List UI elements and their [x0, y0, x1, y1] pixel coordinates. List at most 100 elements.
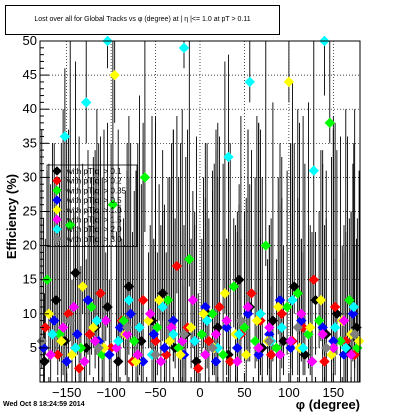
- data-point: [201, 315, 213, 326]
- legend-entry: with pT|q| > 0.35: [66, 186, 127, 195]
- data-point: [178, 42, 190, 54]
- data-point: [273, 301, 284, 313]
- data-point: [155, 356, 167, 367]
- y-tick-label: 10: [23, 306, 37, 321]
- data-point: [102, 301, 113, 313]
- data-point: [95, 288, 106, 299]
- data-point: [253, 342, 264, 354]
- x-tick-label: 100: [278, 385, 300, 400]
- data-point: [189, 335, 200, 347]
- data-point: [196, 329, 207, 340]
- data-point: [249, 335, 261, 347]
- y-tick-label: 15: [23, 272, 37, 287]
- data-point: [281, 301, 293, 313]
- data-point: [219, 288, 231, 299]
- data-point: [324, 117, 335, 129]
- data-point: [113, 335, 124, 347]
- data-point: [210, 356, 222, 367]
- x-tick-label: −150: [52, 385, 81, 400]
- data-point: [276, 322, 287, 333]
- legend-marker: [52, 214, 62, 225]
- data-point: [89, 335, 101, 347]
- data-point: [207, 308, 218, 320]
- y-tick-label: 20: [23, 238, 37, 253]
- timestamp: Wed Oct 8 18:24:59 2014: [3, 401, 85, 408]
- data-point: [207, 342, 218, 354]
- data-point: [193, 363, 204, 374]
- data-point: [47, 329, 58, 340]
- data-point: [171, 260, 183, 272]
- data-point: [73, 363, 85, 374]
- data-point: [86, 301, 97, 313]
- data-point: [292, 288, 303, 299]
- data-point: [162, 294, 174, 306]
- data-point: [232, 356, 243, 367]
- data-point: [93, 342, 104, 354]
- data-point: [56, 335, 67, 347]
- data-point: [347, 308, 359, 320]
- data-point: [132, 349, 143, 360]
- data-point: [308, 165, 319, 176]
- data-point: [217, 349, 229, 360]
- legend-entry: with pT|q| > 3.0: [66, 235, 122, 244]
- data-point: [157, 301, 168, 313]
- data-point: [84, 329, 95, 340]
- data-point: [66, 349, 78, 360]
- data-point: [187, 294, 199, 306]
- data-point: [121, 329, 133, 340]
- data-point: [61, 356, 72, 367]
- data-point: [221, 322, 232, 333]
- data-point: [203, 335, 215, 347]
- data-point: [308, 274, 319, 285]
- data-point: [137, 356, 149, 367]
- data-point: [200, 349, 211, 360]
- data-point: [297, 342, 309, 354]
- legend-entry: with pT|q| > 1.5: [66, 216, 122, 225]
- data-point: [264, 322, 275, 333]
- data-point: [274, 349, 286, 360]
- data-point: [175, 349, 186, 360]
- data-point: [285, 335, 296, 347]
- data-point: [329, 301, 341, 313]
- data-point: [70, 342, 81, 354]
- data-point: [239, 322, 250, 333]
- data-point: [242, 301, 254, 313]
- data-point: [121, 322, 133, 333]
- data-point: [223, 151, 234, 163]
- data-point: [271, 342, 282, 354]
- data-point: [345, 349, 357, 360]
- data-point: [134, 322, 145, 333]
- data-point: [109, 69, 120, 81]
- data-point: [100, 315, 111, 326]
- data-point: [184, 254, 195, 265]
- x-axis-label: φ (degree): [296, 397, 360, 412]
- data-point: [148, 329, 159, 340]
- data-point: [118, 315, 129, 326]
- data-point: [198, 308, 209, 320]
- legend-entry: with pT|q| > 0.2: [66, 177, 122, 186]
- data-point: [233, 274, 245, 285]
- data-point: [65, 315, 76, 326]
- y-tick-label: 25: [23, 204, 37, 219]
- data-point: [313, 315, 325, 326]
- data-point: [296, 308, 307, 320]
- data-point: [88, 322, 99, 333]
- data-point: [348, 301, 359, 313]
- y-tick-label: 35: [23, 135, 37, 150]
- data-point: [260, 240, 271, 251]
- data-point: [305, 322, 316, 333]
- x-tick-label: −100: [96, 385, 125, 400]
- data-point: [264, 335, 275, 347]
- legend-marker: [52, 166, 62, 176]
- data-point: [244, 76, 255, 88]
- data-point: [123, 294, 135, 306]
- data-point: [59, 131, 71, 142]
- data-point: [338, 315, 350, 326]
- data-point: [225, 356, 236, 367]
- data-point: [125, 308, 136, 320]
- data-point: [164, 335, 175, 347]
- data-point: [344, 294, 355, 306]
- data-point: [113, 356, 124, 367]
- data-point: [235, 315, 247, 326]
